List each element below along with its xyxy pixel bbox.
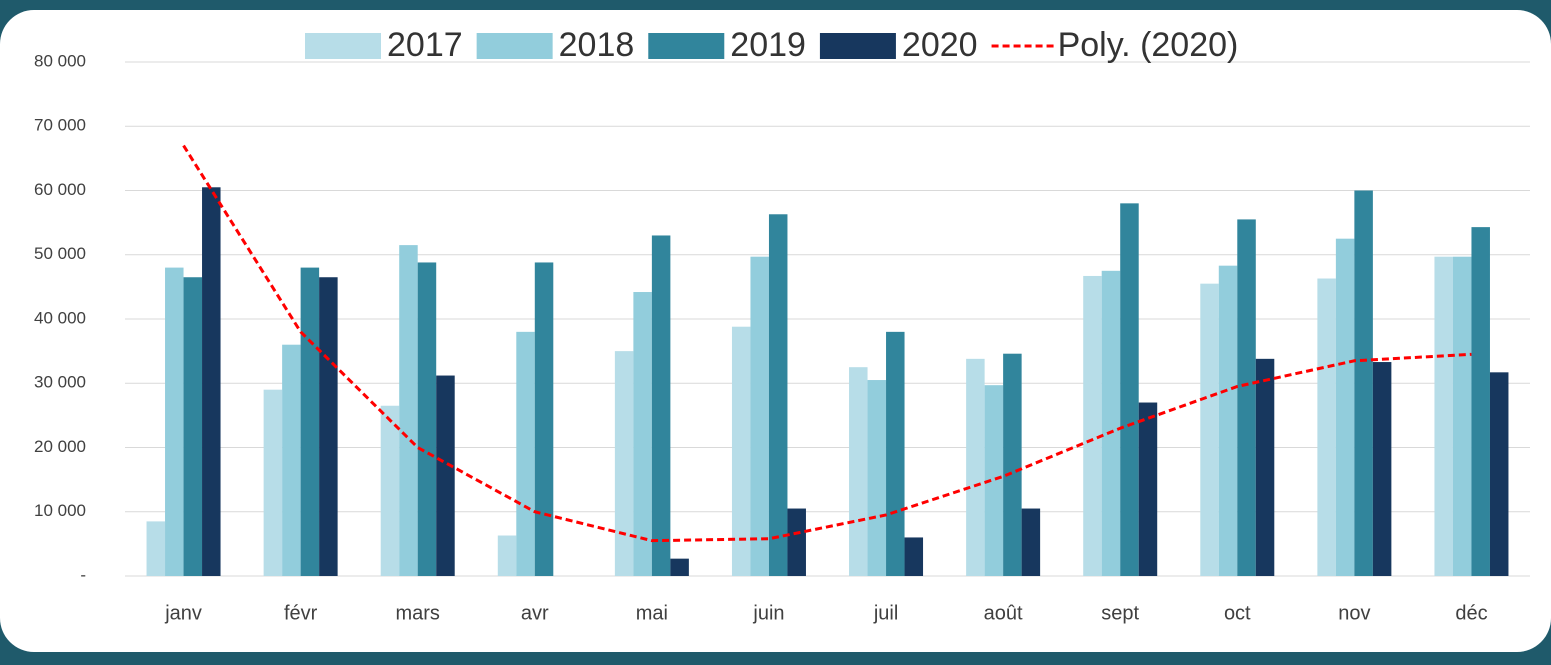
bar (319, 277, 338, 576)
bar (1354, 190, 1373, 576)
legend-label: Poly. (2020) (1058, 26, 1239, 64)
x-tick-label: sept (1101, 602, 1139, 624)
x-tick-label: avr (521, 602, 549, 624)
bar (165, 267, 184, 576)
bar (1434, 256, 1453, 576)
bar (966, 358, 985, 576)
bar (904, 537, 924, 576)
bar (300, 267, 320, 576)
x-tick-label: nov (1338, 602, 1370, 624)
x-tick-label: févr (284, 602, 318, 624)
y-tick-label: 20 000 (34, 437, 86, 456)
x-tick-label: oct (1224, 602, 1251, 624)
bar (1021, 508, 1041, 576)
legend-label: 2018 (559, 26, 635, 64)
bar (670, 558, 689, 576)
bar (1083, 275, 1102, 576)
bar (1471, 227, 1490, 576)
bar (436, 375, 455, 576)
bar (534, 262, 554, 576)
bar (1101, 270, 1121, 576)
legend-swatch (648, 33, 725, 59)
x-tick-label: mars (395, 602, 439, 624)
bar (768, 214, 788, 576)
bar (633, 292, 652, 576)
bar (849, 367, 868, 576)
bar (380, 405, 400, 576)
x-tick-label: août (984, 602, 1023, 624)
bar (497, 535, 517, 576)
bar (1003, 353, 1022, 576)
legend-label: 2019 (730, 26, 806, 64)
legend-label: 2020 (902, 26, 978, 64)
bar (1372, 362, 1392, 576)
bar (1335, 238, 1355, 576)
bar (1200, 283, 1219, 576)
y-tick-label: 40 000 (34, 308, 86, 327)
bar (417, 262, 437, 576)
legend-label: 2017 (387, 26, 463, 64)
bar (651, 235, 671, 576)
bar (1237, 219, 1256, 576)
x-tick-label: mai (636, 602, 668, 624)
legend-swatch (305, 33, 381, 59)
bar (146, 521, 166, 576)
y-tick-label: 70 000 (34, 116, 86, 135)
bar (867, 380, 887, 576)
bar (984, 385, 1004, 576)
y-tick-label: 50 000 (34, 244, 86, 263)
bar (1120, 203, 1139, 576)
bar (282, 344, 301, 576)
bar (202, 187, 221, 576)
x-tick-label: juin (752, 602, 784, 624)
bar (750, 256, 769, 576)
bar (1317, 278, 1336, 576)
bar (516, 331, 535, 576)
legend-swatch (819, 33, 896, 59)
x-tick-label: janv (164, 602, 202, 624)
y-tick-label: 60 000 (34, 180, 86, 199)
bar (399, 245, 418, 577)
bar (787, 508, 806, 576)
legend-swatch (476, 33, 553, 59)
bar (886, 331, 905, 576)
x-tick-label: déc (1455, 602, 1487, 624)
y-tick-label: - (80, 565, 86, 584)
bar (731, 326, 751, 576)
bar (1138, 402, 1158, 576)
y-tick-label: 10 000 (34, 501, 86, 520)
bar (183, 277, 203, 576)
bar (263, 389, 283, 576)
y-tick-label: 30 000 (34, 373, 86, 392)
y-tick-label: 80 000 (34, 51, 86, 70)
bar (1452, 256, 1472, 576)
bar (1255, 358, 1275, 576)
bar (1218, 265, 1238, 576)
bar (614, 351, 634, 576)
x-tick-label: juil (873, 602, 898, 624)
bar (1489, 372, 1509, 576)
trend-line (182, 144, 1472, 543)
